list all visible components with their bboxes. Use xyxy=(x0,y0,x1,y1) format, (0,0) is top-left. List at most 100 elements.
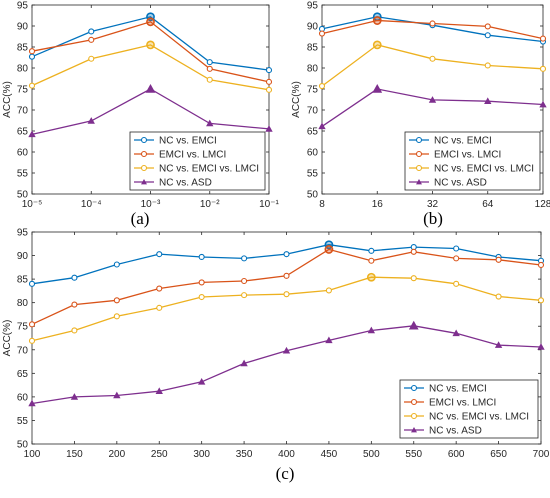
legend-marker xyxy=(411,427,417,433)
data-point xyxy=(88,28,95,35)
y-tick-label: 95 xyxy=(17,1,29,12)
y-tick-label: 80 xyxy=(307,64,319,75)
y-axis-label: ACC(%) xyxy=(291,81,302,118)
data-point xyxy=(265,67,273,74)
data-point xyxy=(241,277,248,285)
x-tick-label: 200 xyxy=(108,449,125,460)
legend-label: NC vs. ASD xyxy=(429,426,482,437)
y-tick-label: 85 xyxy=(17,43,29,54)
x-tick-label: 100 xyxy=(24,449,41,460)
data-point xyxy=(429,20,436,27)
data-point xyxy=(206,59,213,66)
data-point xyxy=(283,291,290,298)
y-tick-label: 50 xyxy=(17,440,29,451)
data-point xyxy=(265,125,273,132)
x-tick-label: 500 xyxy=(363,449,380,460)
data-point xyxy=(113,313,120,320)
data-point xyxy=(113,297,120,304)
data-point xyxy=(367,326,376,334)
series-emci-vs-lmci xyxy=(318,16,547,42)
x-tick-label: 10⁻² xyxy=(200,199,220,210)
panel-caption: (a) xyxy=(131,209,150,228)
legend: NC vs. EMCI EMCI vs. LMCI NC vs. EMCI vs. … xyxy=(399,379,539,439)
panel-caption: (b) xyxy=(423,209,443,228)
data-point xyxy=(453,280,460,287)
data-point xyxy=(71,301,78,308)
x-tick-label: 64 xyxy=(482,199,494,210)
data-point xyxy=(240,359,248,367)
data-point xyxy=(145,83,156,93)
data-point xyxy=(71,274,78,281)
data-point xyxy=(408,320,419,330)
series-line xyxy=(31,16,270,71)
data-point xyxy=(410,275,417,282)
legend-label: NC vs. EMCI vs. LMCI xyxy=(434,164,534,175)
legend-marker xyxy=(410,384,418,392)
y-tick-label: 60 xyxy=(17,392,29,403)
y-axis-label: ACC(%) xyxy=(2,320,13,357)
data-point xyxy=(113,391,121,399)
y-tick-label: 50 xyxy=(17,190,29,201)
legend-marker xyxy=(140,136,148,144)
data-point xyxy=(282,346,291,354)
legend-marker xyxy=(140,150,148,158)
series-nc-vs-emci xyxy=(28,240,545,287)
x-tick-label: 8 xyxy=(319,199,325,210)
data-point xyxy=(206,76,213,83)
chart-panel-b: 50 55 60 65 70 75 80 85 90 95 8 16 32 64 128 ACC(%) NC v… xyxy=(291,1,550,229)
data-point xyxy=(146,17,155,27)
legend-marker xyxy=(416,179,422,185)
x-tick-label: 450 xyxy=(321,449,338,460)
data-point xyxy=(28,321,36,328)
legend-label: NC vs. EMCI vs. LMCI xyxy=(159,164,259,175)
x-tick-label: 10⁻¹ xyxy=(259,199,279,210)
data-point xyxy=(453,245,460,252)
y-tick-label: 80 xyxy=(17,298,29,309)
data-point xyxy=(113,261,120,268)
data-point xyxy=(539,65,547,72)
data-point xyxy=(318,83,326,90)
data-point xyxy=(28,130,36,138)
data-point xyxy=(484,97,492,104)
series-line xyxy=(31,21,270,83)
x-tick-label: 300 xyxy=(193,449,210,460)
y-tick-label: 65 xyxy=(17,369,29,380)
data-point xyxy=(372,16,382,25)
panel-caption: (c) xyxy=(276,464,295,483)
data-point xyxy=(88,55,95,62)
y-tick-label: 90 xyxy=(17,251,29,262)
y-tick-label: 85 xyxy=(17,275,29,286)
x-tick-label: 600 xyxy=(448,449,465,460)
y-tick-label: 85 xyxy=(307,43,319,54)
data-point xyxy=(197,377,206,385)
y-tick-label: 95 xyxy=(307,1,319,12)
x-tick-label: 10⁻⁵ xyxy=(22,199,43,210)
series-nc-vs-emci-vs-lmci xyxy=(28,272,545,344)
chart-panel-a: 50 55 60 65 70 75 80 85 90 95 10⁻⁵ 10⁻⁴ 10⁻³ 10⁻² 10⁻¹… xyxy=(2,1,280,229)
y-tick-label: 80 xyxy=(17,64,29,75)
data-point xyxy=(318,30,326,37)
data-point xyxy=(372,40,382,50)
legend: NC vs. EMCI EMCI vs. LMCI NC vs. EMCI vs. … xyxy=(404,131,541,191)
y-tick-label: 55 xyxy=(17,169,29,180)
y-tick-label: 95 xyxy=(17,228,29,239)
data-point xyxy=(283,251,290,258)
data-point xyxy=(368,257,375,264)
data-point xyxy=(265,78,273,85)
data-point xyxy=(410,248,417,255)
data-point xyxy=(206,119,214,127)
series-emci-vs-lmci xyxy=(28,245,545,328)
legend-marker xyxy=(140,164,148,172)
data-point xyxy=(28,82,36,89)
data-point xyxy=(372,83,383,93)
series-nc-vs-emci-vs-lmci xyxy=(318,40,547,90)
legend-marker xyxy=(415,164,423,172)
data-point xyxy=(453,255,460,262)
series-line xyxy=(321,88,544,127)
data-point xyxy=(198,253,205,261)
legend-marker xyxy=(415,150,423,158)
legend-label: EMCI vs. LMCI xyxy=(159,150,226,161)
y-tick-label: 70 xyxy=(307,106,319,117)
data-point xyxy=(325,287,332,294)
